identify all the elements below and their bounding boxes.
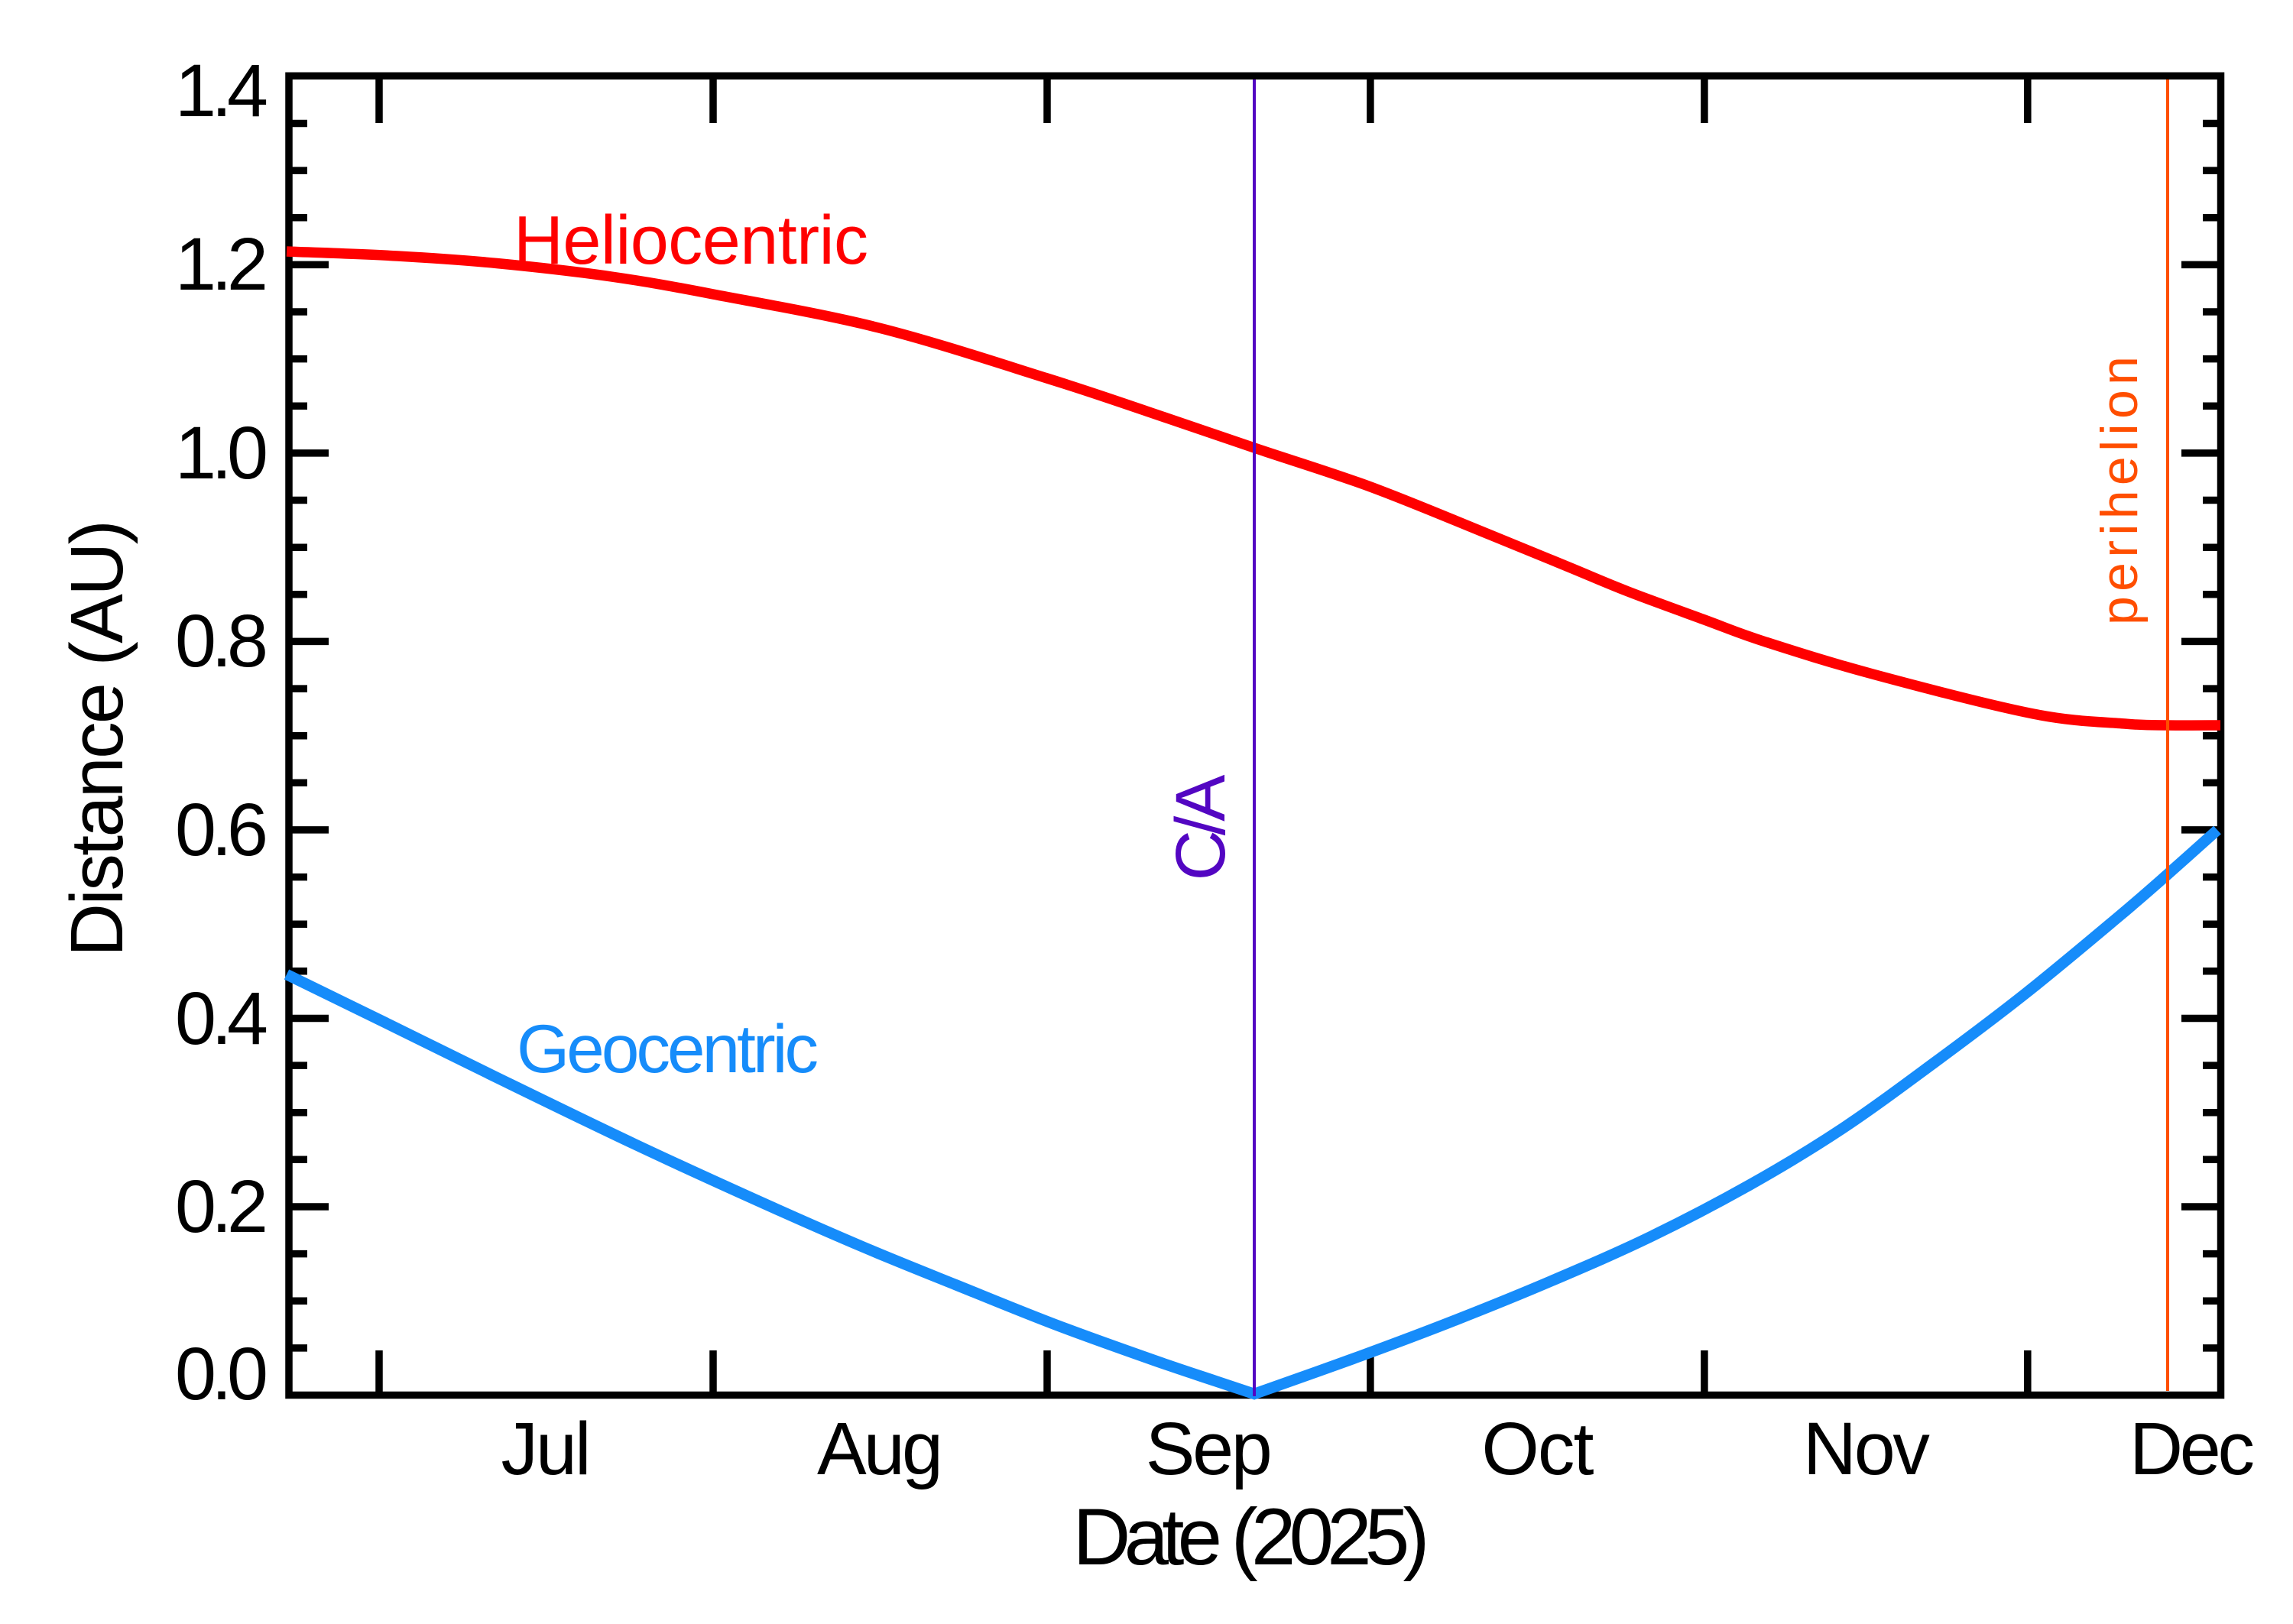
svg-text:0.6: 0.6	[175, 788, 268, 871]
svg-text:1.0: 1.0	[175, 411, 268, 494]
svg-text:Aug: Aug	[817, 1407, 943, 1490]
svg-text:Geocentric: Geocentric	[517, 1010, 819, 1087]
svg-text:Distance (AU): Distance (AU)	[55, 520, 138, 957]
svg-text:0.4: 0.4	[175, 977, 268, 1060]
svg-text:C/A: C/A	[1162, 774, 1240, 881]
svg-text:1.4: 1.4	[175, 49, 268, 132]
svg-text:Heliocentric: Heliocentric	[514, 203, 868, 279]
svg-text:Sep: Sep	[1146, 1407, 1273, 1490]
svg-text:Dec: Dec	[2129, 1407, 2255, 1490]
svg-text:Oct: Oct	[1481, 1407, 1594, 1490]
svg-text:0.0: 0.0	[175, 1332, 268, 1415]
svg-text:perihelion: perihelion	[2090, 356, 2149, 625]
svg-text:Date (2025): Date (2025)	[1073, 1493, 1430, 1582]
svg-text:Jul: Jul	[501, 1407, 592, 1490]
svg-text:1.2: 1.2	[175, 222, 268, 306]
svg-text:Nov: Nov	[1803, 1407, 1931, 1490]
svg-text:0.8: 0.8	[175, 599, 268, 682]
svg-text:0.2: 0.2	[175, 1165, 268, 1248]
